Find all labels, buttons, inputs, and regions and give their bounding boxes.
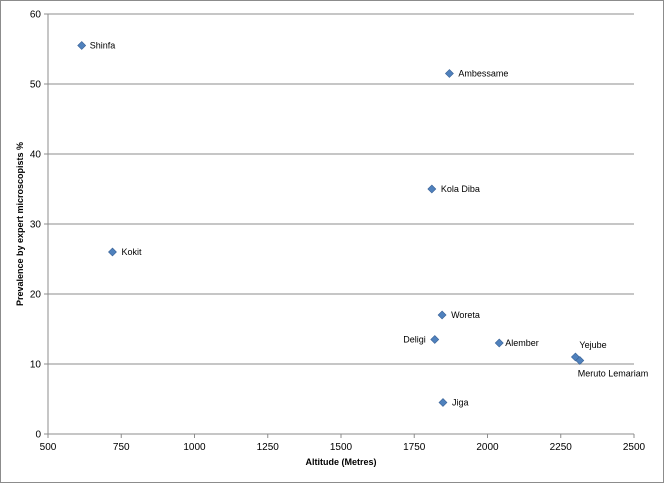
data-point-marker — [437, 310, 447, 320]
data-point-label: Deligi — [403, 335, 426, 345]
data-point-label: Woreta — [451, 310, 480, 320]
data-point-label: Kokit — [121, 247, 142, 257]
y-tick-label: 30 — [30, 220, 42, 231]
x-tick-label: 750 — [113, 442, 130, 453]
y-tick-label: 60 — [30, 10, 42, 21]
data-point-label: Ambessame — [458, 69, 508, 79]
y-tick-label: 20 — [30, 290, 42, 301]
x-tick-label: 1250 — [257, 442, 280, 453]
data-labels: Shinfa Ambessame Kola Diba Kokit Woreta Delig… — [90, 41, 649, 408]
data-point-marker — [427, 184, 437, 194]
x-tick-label: 2250 — [550, 442, 573, 453]
data-point-marker — [494, 338, 504, 348]
data-point-label: Jiga — [452, 398, 469, 408]
gridlines — [48, 13, 634, 365]
axes — [44, 13, 635, 438]
x-tick-label: 1000 — [183, 442, 206, 453]
y-tick-label: 40 — [30, 150, 42, 161]
x-tick-label: 1500 — [330, 442, 353, 453]
data-point-marker — [77, 41, 87, 50]
x-tick-labels: 500 750 1000 1250 1500 1750 2000 2250 2500 — [40, 442, 646, 453]
data-point-marker — [108, 247, 117, 257]
data-point-marker — [438, 398, 448, 407]
data-point-label: Shinfa — [90, 41, 116, 51]
y-axis-title: Prevalence by expert microscopists % — [15, 142, 25, 306]
x-tick-label: 2500 — [623, 442, 646, 453]
data-point-label: Yejube — [579, 340, 606, 350]
y-tick-label: 50 — [30, 80, 42, 91]
x-tick-label: 1750 — [403, 442, 426, 453]
y-tick-labels: 0 10 20 30 40 50 60 — [30, 10, 42, 441]
data-point-marker — [575, 356, 585, 365]
data-point-label: Meruto Lemariam — [578, 369, 649, 379]
data-point-label: Kola Diba — [441, 184, 480, 194]
y-tick-label: 0 — [35, 430, 41, 441]
x-tick-label: 2000 — [476, 442, 499, 453]
data-point-label: Alember — [505, 338, 539, 348]
x-axis-title: Altitude (Metres) — [305, 457, 376, 467]
data-point-marker — [444, 69, 454, 78]
y-tick-label: 10 — [30, 360, 42, 371]
data-point-marker — [430, 335, 440, 344]
x-tick-label: 500 — [40, 442, 57, 453]
data-points — [77, 41, 585, 407]
